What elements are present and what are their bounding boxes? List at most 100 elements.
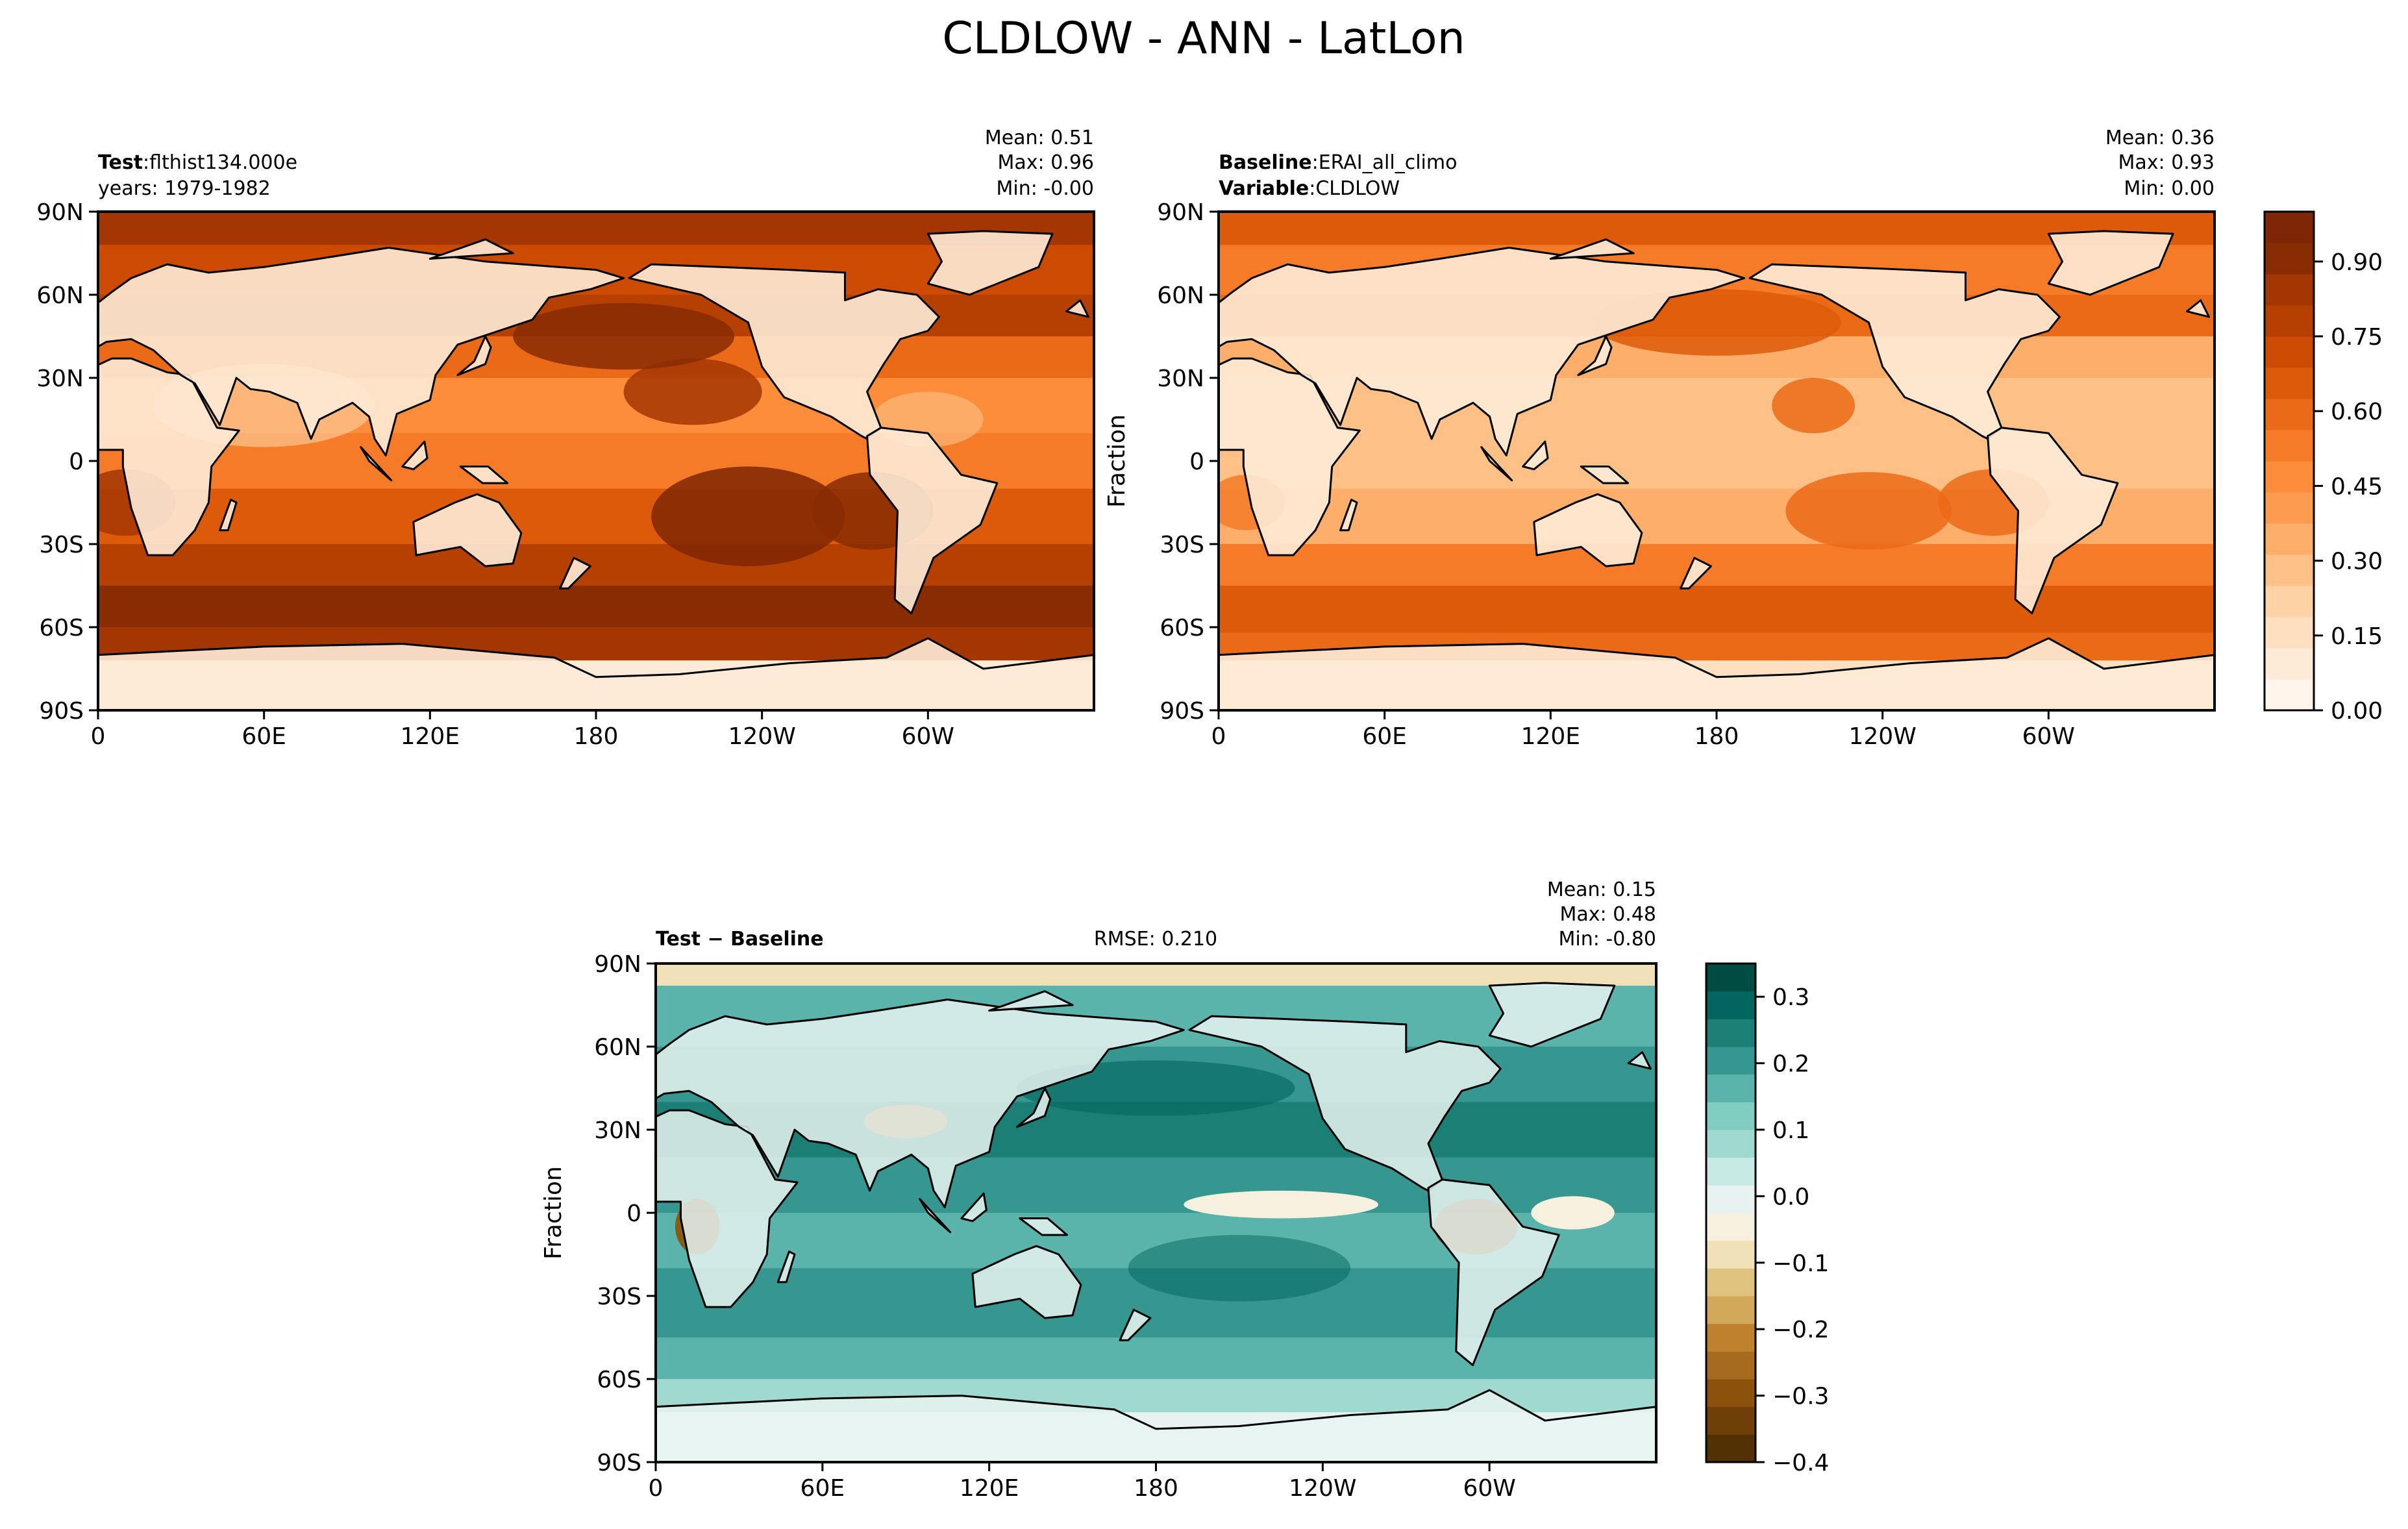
baseline-stat-mean: Mean: 0.36 [2105, 127, 2215, 149]
colorbar-fraction-step [2265, 586, 2314, 617]
coastline [656, 1389, 1656, 1462]
colorbar-fraction-tick-label: 0.45 [2331, 473, 2383, 500]
diff-rmse: RMSE: 0.210 [1094, 928, 1217, 951]
colorbar-difference-step [1706, 1019, 1756, 1047]
diff-ylabel: Fraction [540, 1166, 567, 1260]
colorbar-difference-step [1706, 991, 1756, 1019]
lon-tick-label: 60E [242, 723, 286, 750]
coastline [1019, 1217, 1068, 1236]
colorbar-fraction-step [2265, 305, 2314, 337]
lat-tick-label: 60N [36, 282, 84, 309]
coastline [1219, 637, 2215, 710]
test-blob [623, 358, 762, 425]
baseline-label-value: ERAI_all_climo [1319, 151, 1458, 174]
baseline-axis-ticks: 0 60E 120E 180 120W 60W 90N 60N 30N 0 30S 60S 90S [1157, 199, 2075, 750]
lon-tick-label: 180 [574, 723, 619, 750]
colorbar-difference-step [1706, 1074, 1756, 1102]
colorbar-difference-tick-label: −0.1 [1772, 1250, 1829, 1277]
coastline [1219, 247, 1746, 456]
coastline [1549, 238, 1635, 260]
colorbar-fraction-tick-label: 0.90 [2331, 249, 2383, 276]
baseline-blob [1772, 378, 1856, 434]
colorbar-fraction-blocks [2265, 212, 2314, 711]
lon-tick-label: 180 [1134, 1475, 1178, 1502]
baseline-blob [1785, 472, 1952, 550]
test-band [98, 586, 1094, 628]
lat-tick-label: 90S [1160, 698, 1204, 725]
variable-label-bold: Variable [1219, 177, 1309, 200]
panel-test-header: Test:flthist134.000e years: 1979-1982 Me… [98, 127, 1094, 200]
diff-blob [1128, 1235, 1351, 1302]
coastline [2047, 230, 2174, 296]
coastline [1522, 440, 1549, 471]
lon-tick-label: 60W [2022, 723, 2075, 750]
colorbar-fraction-step [2265, 367, 2314, 399]
colorbar-difference-tick-label: 0.3 [1772, 984, 1809, 1011]
coastline [866, 427, 999, 615]
figure-title: CLDLOW - ANN - LatLon [942, 13, 1465, 64]
lon-tick-label: 60W [1463, 1475, 1515, 1502]
baseline-stat-max: Max: 0.93 [2118, 151, 2215, 174]
test-label-bold: Test [98, 151, 143, 174]
coastline [1748, 263, 2061, 440]
panel-test: Test:flthist134.000e years: 1979-1982 Me… [36, 127, 1095, 750]
diff-band [656, 963, 1656, 986]
diff-land [656, 982, 1656, 1462]
coastline [1188, 1015, 1502, 1192]
coastline [1427, 1178, 1560, 1367]
coastline [1580, 466, 1630, 484]
coastline [628, 263, 940, 440]
colorbar-fraction-step [2265, 399, 2314, 430]
baseline-land [1219, 230, 2215, 710]
test-blob [513, 303, 735, 370]
colorbar-fraction-tick-label: 0.00 [2331, 698, 2383, 725]
lat-tick-label: 90N [36, 199, 84, 226]
colorbar-fraction-step [2265, 492, 2314, 524]
colorbar-difference-step [1706, 1323, 1756, 1352]
coastline [1480, 446, 1513, 482]
lat-tick-label: 0 [1189, 449, 1204, 475]
test-blob [651, 466, 845, 567]
colorbar-difference-step [1706, 1047, 1756, 1075]
panel-baseline: Baseline:ERAI_all_climo Variable:CLDLOW … [1104, 127, 2216, 750]
colorbar-fraction-step [2265, 243, 2314, 275]
colorbar-fraction-tick-label: 0.30 [2331, 549, 2383, 575]
coastline [401, 440, 428, 471]
diff-band [656, 1337, 1656, 1380]
coastline [1680, 556, 1712, 590]
coastline [456, 335, 492, 377]
coastline [98, 637, 1094, 710]
diff-stat-min: Min: -0.80 [1559, 928, 1657, 951]
coastline [971, 1245, 1082, 1319]
lat-tick-label: 30N [594, 1117, 641, 1144]
colorbar-fraction-step [2265, 274, 2314, 306]
lat-tick-label: 0 [69, 449, 84, 475]
lat-tick-label: 0 [627, 1200, 641, 1227]
colorbar-difference-step [1706, 1296, 1756, 1324]
colorbar-difference-step [1706, 1157, 1756, 1186]
colorbar-difference-step [1706, 963, 1756, 992]
coastline [360, 446, 393, 482]
colorbar-difference-step [1706, 1213, 1756, 1241]
lon-tick-label: 180 [1694, 723, 1739, 750]
coastline [1339, 499, 1358, 532]
panel-baseline-header: Baseline:ERAI_all_climo Variable:CLDLOW … [1219, 127, 2215, 200]
colorbar-difference: 0.3 0.2 0.1 0.0 −0.1 −0.2 −0.3 −0.4 [1705, 962, 1829, 1476]
colorbar-fraction-step [2265, 554, 2314, 586]
coastline [1219, 357, 1361, 556]
diff-label: Test − Baseline [656, 928, 824, 951]
colorbar-difference-tick-label: 0.2 [1772, 1051, 1809, 1078]
panel-diff: Test − Baseline RMSE: 0.210 Mean: 0.15 M… [540, 878, 1657, 1502]
colorbar-difference-step [1706, 1351, 1756, 1380]
lat-tick-label: 30N [1157, 366, 1204, 392]
colorbar-difference-step [1706, 1130, 1756, 1158]
coastline [219, 499, 238, 532]
baseline-band [1219, 586, 2215, 634]
coastline [1065, 299, 1089, 318]
colorbar-fraction-step [2265, 617, 2314, 649]
coastline [919, 1198, 952, 1234]
coastline [1016, 1087, 1052, 1128]
colorbar-fraction-step [2265, 212, 2314, 243]
baseline-band [1219, 212, 2215, 245]
